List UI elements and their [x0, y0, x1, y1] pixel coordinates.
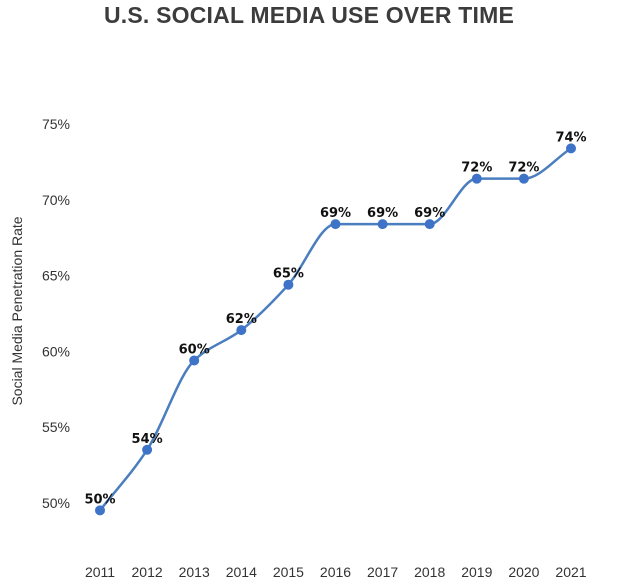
- x-tick-label: 2011: [85, 564, 115, 580]
- data-point-marker: [471, 173, 482, 184]
- x-tick-label: 2013: [179, 564, 210, 580]
- x-tick-label: 2019: [461, 564, 492, 580]
- y-axis-ticks: 50% 55% 60% 65% 70% 75%: [42, 116, 70, 511]
- data-labels: 50% 54% 60% 62% 65% 69% 69% 69% 72% 72% 74%: [84, 130, 586, 507]
- chart-title: U.S. SOCIAL MEDIA USE OVER TIME: [103, 2, 515, 28]
- data-point-marker: [189, 355, 200, 366]
- data-point-marker: [283, 279, 294, 290]
- x-tick-label: 2021: [555, 564, 586, 580]
- data-point-marker: [330, 219, 341, 230]
- x-tick-label: 2012: [132, 564, 163, 580]
- data-point-marker: [236, 325, 247, 336]
- x-tick-label: 2018: [414, 564, 445, 580]
- series-line: [98, 147, 573, 512]
- y-tick-label: 70%: [42, 192, 70, 208]
- data-point-marker: [566, 143, 576, 154]
- y-tick-label: 75%: [42, 116, 70, 132]
- data-label: 74%: [555, 130, 586, 145]
- data-label: 65%: [273, 267, 304, 282]
- data-label: 60%: [179, 342, 210, 357]
- y-tick-label: 55%: [42, 419, 70, 435]
- y-tick-label: 50%: [42, 495, 70, 511]
- data-label: 72%: [461, 161, 492, 176]
- x-tick-label: 2017: [367, 564, 398, 580]
- data-label: 69%: [320, 206, 351, 221]
- data-point-marker: [377, 219, 388, 230]
- y-tick-label: 65%: [42, 268, 70, 284]
- data-label: 62%: [226, 312, 257, 327]
- x-axis-ticks: 2011 2012 2013 2014 2015 2016 2017 2018 2019 2020…: [85, 564, 587, 580]
- y-axis-title: Social Media Penetration Rate: [9, 216, 25, 405]
- y-tick-label: 60%: [42, 343, 70, 359]
- x-tick-label: 2015: [273, 564, 304, 580]
- data-markers: [95, 143, 576, 516]
- data-point-marker: [95, 505, 105, 516]
- y-axis-title-group: Social Media Penetration Rate: [9, 216, 25, 405]
- data-label: 72%: [508, 161, 539, 176]
- x-tick-label: 2020: [508, 564, 539, 580]
- data-label: 69%: [414, 206, 445, 221]
- data-label: 50%: [84, 492, 115, 507]
- data-point-marker: [424, 219, 435, 230]
- data-label: 69%: [367, 206, 398, 221]
- data-point-marker: [142, 444, 153, 455]
- data-point-marker: [518, 173, 529, 184]
- data-label: 54%: [132, 432, 163, 447]
- x-tick-label: 2016: [320, 564, 351, 580]
- x-tick-label: 2014: [226, 564, 257, 580]
